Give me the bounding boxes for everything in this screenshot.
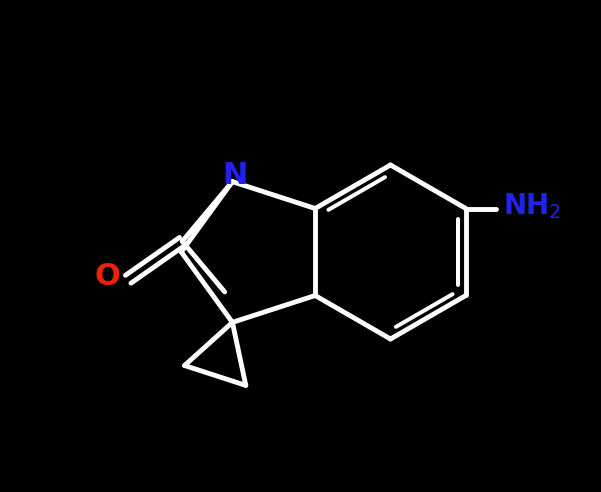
Text: N: N xyxy=(223,161,248,190)
Text: O: O xyxy=(94,262,120,291)
Text: NH$_2$: NH$_2$ xyxy=(503,191,561,221)
